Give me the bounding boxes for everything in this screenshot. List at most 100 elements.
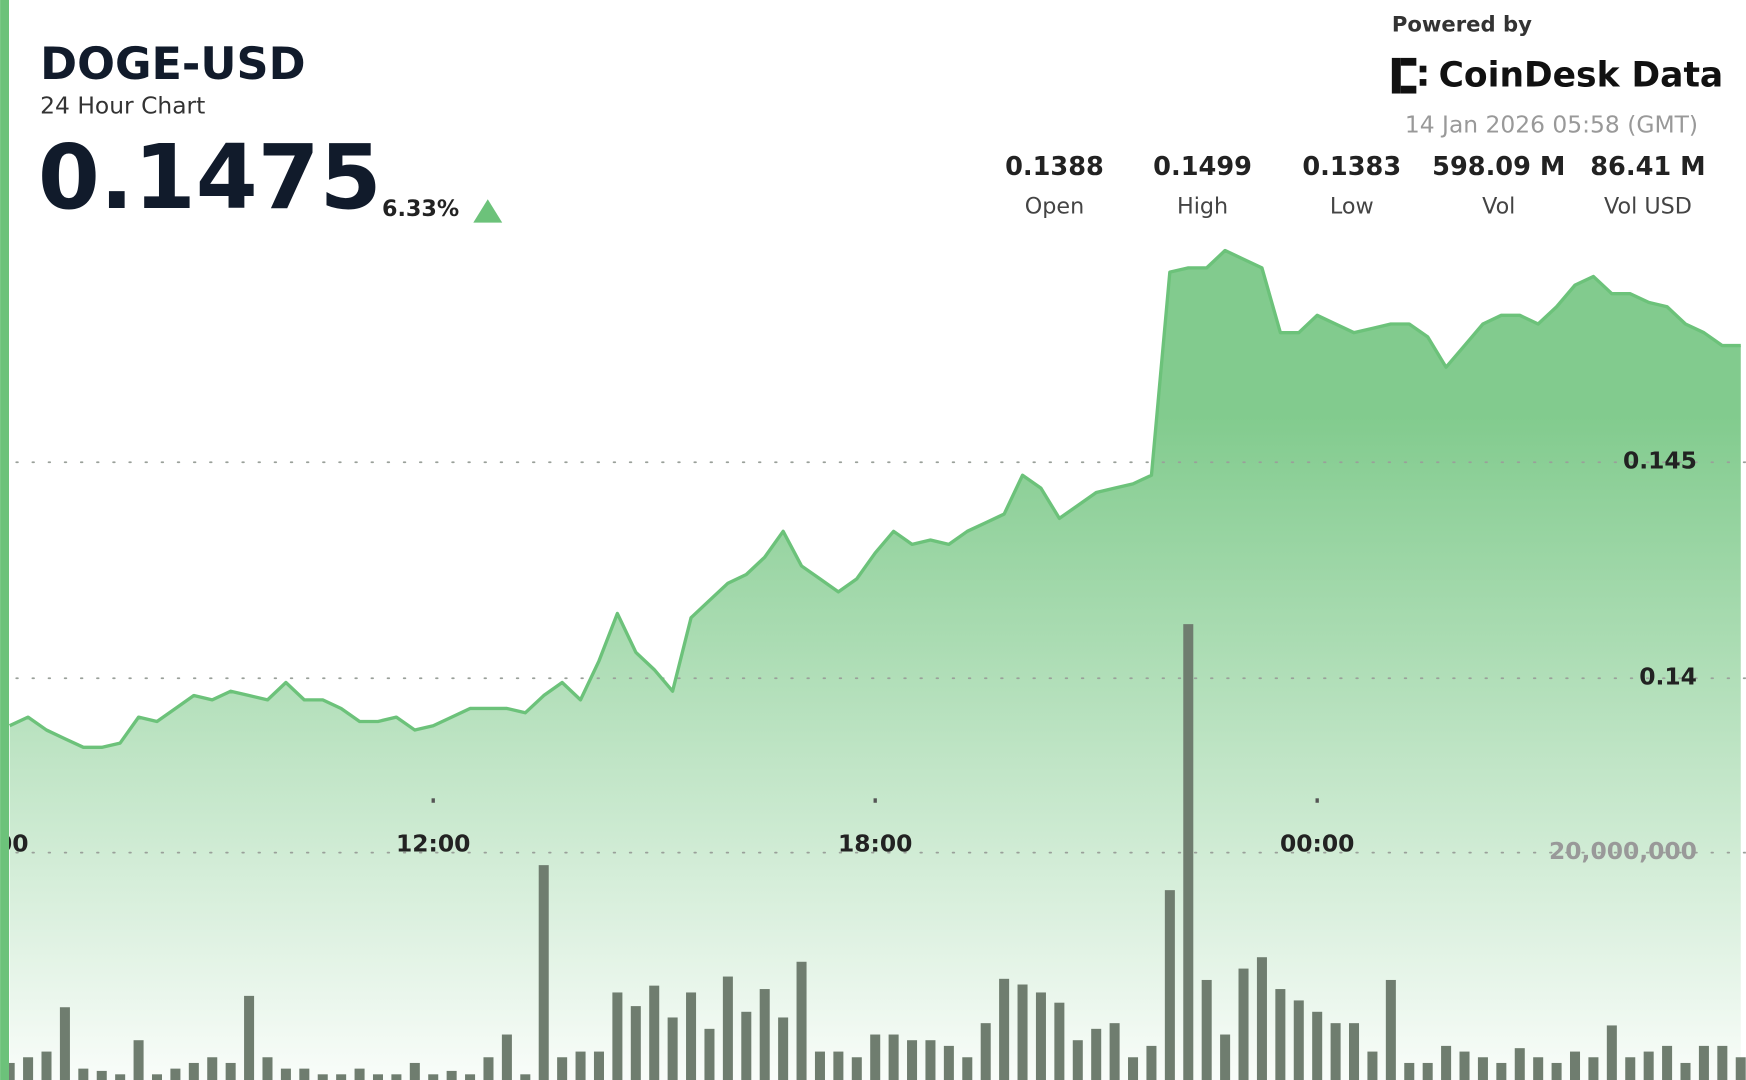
stat-label: Low <box>1330 194 1374 220</box>
volume-bar <box>722 976 733 1080</box>
volume-bar <box>483 1057 494 1080</box>
stat-label: Vol <box>1482 194 1515 220</box>
stat-value: 86.41 M <box>1590 152 1705 182</box>
plot-area: 06:00 12:00 18:00 00:00 <box>0 248 1746 1080</box>
stat-value: 0.1499 <box>1153 152 1252 182</box>
volume-bar <box>391 1074 402 1080</box>
powered-by: Powered by <box>1392 12 1532 37</box>
volume-bar <box>299 1068 310 1080</box>
volume-bar <box>1533 1057 1544 1080</box>
price-line <box>9 248 1741 749</box>
volume-bar <box>9 1062 15 1080</box>
volume-bar <box>1146 1045 1157 1080</box>
volume-bar <box>1385 979 1396 1080</box>
volume-bar <box>1514 1048 1525 1080</box>
volume-bar <box>575 1051 586 1080</box>
volume-bar <box>1496 1062 1507 1080</box>
stat-value: 598.09 M <box>1432 152 1565 182</box>
volume-bar <box>1017 984 1028 1080</box>
volume-bar <box>704 1028 715 1080</box>
volume-bar <box>833 1051 844 1080</box>
volume-bar <box>649 985 660 1080</box>
brand-logo <box>1391 57 1427 94</box>
volume-bar <box>151 1074 163 1080</box>
price: 0.1475 <box>38 126 382 230</box>
volume-bar <box>520 1074 531 1080</box>
x-tick-label: 12:00 <box>396 830 470 858</box>
up-arrow <box>473 199 503 223</box>
volume-bar <box>759 989 770 1080</box>
volume-bar <box>557 1057 568 1080</box>
volume-bar <box>78 1068 89 1080</box>
volume-bar <box>1422 1062 1433 1080</box>
volume-bar <box>1606 1025 1617 1080</box>
volume-bar <box>96 1070 107 1080</box>
volume-bar <box>1091 1028 1102 1080</box>
volume-bar <box>262 1057 273 1080</box>
volume-bar <box>23 1057 34 1080</box>
volume-bar <box>1054 1002 1065 1080</box>
volume-bar <box>354 1068 365 1080</box>
volume-bar <box>1164 890 1175 1080</box>
volume-bar <box>686 992 697 1080</box>
volume-bar <box>1312 1011 1323 1080</box>
volume-bar <box>501 1034 512 1080</box>
volume-bar <box>1717 1045 1728 1080</box>
volume-bar <box>1459 1051 1470 1080</box>
volume-bar <box>207 1057 218 1080</box>
volume-bar <box>1183 624 1194 1080</box>
y-tick-label: 0.14 <box>1639 663 1697 691</box>
stat-label: Vol USD <box>1604 194 1692 220</box>
volume-bar <box>814 1051 825 1080</box>
volume-bar <box>870 1034 881 1080</box>
x-tick-label: 06:00 <box>0 830 28 858</box>
x-tick-label: 00:00 <box>1280 830 1354 858</box>
volume-bar <box>851 1057 862 1080</box>
volume-bar <box>1349 1023 1360 1080</box>
volume-bar <box>888 1034 899 1080</box>
left-border <box>0 0 9 1080</box>
volume-bar <box>1569 1051 1581 1080</box>
volume-bar <box>317 1074 328 1080</box>
volume-bar <box>1735 1057 1746 1080</box>
volume-bar <box>1201 979 1212 1080</box>
x-tick-label: 18:00 <box>838 830 912 858</box>
volume-bar <box>1625 1057 1636 1080</box>
stat-label: Open <box>1025 194 1084 220</box>
volume-bar <box>999 978 1010 1080</box>
volume-bar <box>1220 1034 1231 1080</box>
change: 6.33% <box>382 196 459 222</box>
volume-bar <box>741 1011 752 1080</box>
volume-bar <box>796 961 807 1080</box>
volume-bar <box>1293 1000 1304 1080</box>
stat-value: 0.1388 <box>1005 152 1104 182</box>
volume-bar <box>962 1057 973 1080</box>
volume-bar <box>1128 1057 1139 1080</box>
brand: CoinDesk Data <box>1439 55 1724 95</box>
stat-value: 0.1383 <box>1302 152 1401 182</box>
volume-bar <box>612 992 623 1080</box>
volume-bar <box>1035 992 1046 1080</box>
volume-bar <box>1698 1045 1709 1080</box>
volume-bar <box>280 1068 291 1080</box>
chart-title: DOGE-USD <box>40 38 305 90</box>
volume-bar <box>1330 1023 1341 1080</box>
volume-bar <box>1072 1040 1083 1080</box>
stat-label: High <box>1177 194 1228 220</box>
volume-bar <box>1256 957 1267 1080</box>
subtitle: 24 Hour Chart <box>40 91 205 119</box>
y-tick-label: 0.145 <box>1623 447 1697 475</box>
volume-bar <box>170 1068 181 1080</box>
volume-bar <box>1404 1062 1415 1080</box>
volume-bar <box>593 1051 604 1080</box>
volume-bar <box>1588 1057 1599 1080</box>
y2-tick-label: 20,000,000 <box>1549 837 1697 865</box>
volume-bar <box>667 1017 678 1080</box>
volume-bar <box>59 1007 70 1080</box>
volume-bar <box>428 1074 439 1080</box>
volume-bar <box>925 1040 936 1080</box>
stats: 0.1388 Open 0.1499 High 0.1383 Low 598.09 M Vol… <box>1005 152 1705 219</box>
volume-bar <box>1477 1057 1488 1080</box>
